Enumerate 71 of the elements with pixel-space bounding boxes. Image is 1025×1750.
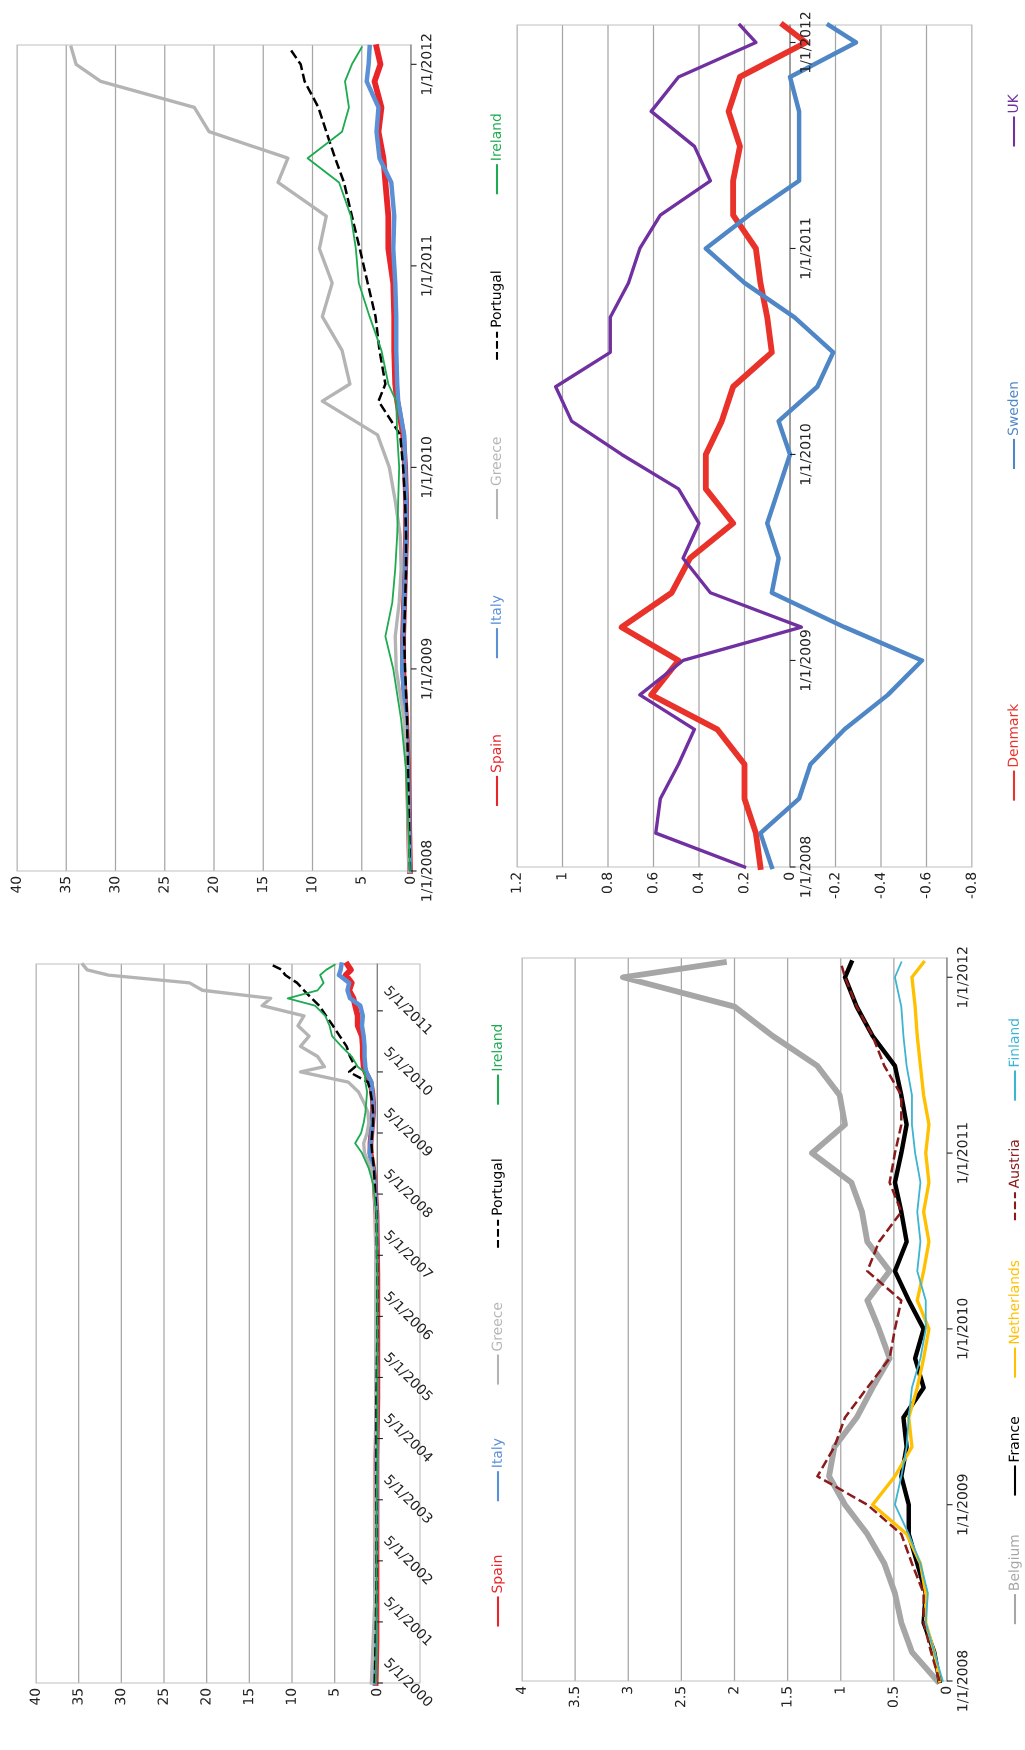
x-tick-label: -0.4 <box>874 872 886 899</box>
text: Spain <box>491 1555 505 1593</box>
y-tick-label: 1/1/2012 <box>799 12 812 73</box>
x-tick-label: 0.5 <box>887 1687 898 1708</box>
x-tick-label: 5 <box>355 877 366 884</box>
x-tick-label: -0.6 <box>920 872 931 899</box>
x-tick-label: 2.5 <box>674 1687 686 1707</box>
x-tick-label: 15 <box>256 877 268 893</box>
text: Greece <box>490 437 502 486</box>
x-tick-label: -0.8 <box>965 872 977 899</box>
y-tick-label: 1/1/2011 <box>420 235 433 296</box>
x-tick-label: 1.2 <box>510 873 521 893</box>
text: Ireland <box>491 1024 503 1071</box>
x-tick-label: 2 <box>728 1687 739 1694</box>
x-tick-label: 20 <box>200 1688 211 1705</box>
text: Denmark <box>1007 703 1019 767</box>
x-tick-label: 0.8 <box>601 872 613 894</box>
text: Greece <box>491 1302 503 1351</box>
x-tick-label: 0 <box>404 876 416 884</box>
y-tick-label: 1/1/2010 <box>799 424 812 485</box>
y-tick-label: 1/1/2008 <box>799 836 812 897</box>
x-tick-label: 10 <box>285 1688 297 1705</box>
text: UK <box>1007 93 1019 113</box>
y-tick-label: 1/1/2008 <box>956 1650 969 1711</box>
x-tick-label: 15 <box>243 1689 254 1705</box>
x-tick-label: 30 <box>109 876 120 893</box>
x-tick-label: 0 <box>370 1688 382 1696</box>
x-tick-label: 25 <box>158 877 169 893</box>
y-tick-label: 1/1/2009 <box>799 630 812 691</box>
y-tick-label: 1/1/2010 <box>420 437 433 498</box>
y-tick-label: 1/1/2009 <box>420 638 433 699</box>
text: Finland <box>1008 1019 1020 1067</box>
text: Sweden <box>1007 382 1019 436</box>
x-tick-label: 1.5 <box>781 1687 792 1707</box>
y-tick-label: 1/1/2009 <box>956 1474 969 1535</box>
x-tick-label: 35 <box>59 877 71 893</box>
x-tick-label: 0 <box>940 1686 952 1694</box>
x-tick-label: 3.5 <box>568 1687 580 1707</box>
text: France <box>1008 1417 1020 1462</box>
text: Ireland <box>490 114 502 160</box>
x-tick-label: -0.2 <box>829 873 840 899</box>
x-tick-label: 0.6 <box>647 872 658 894</box>
x-tick-label: 20 <box>207 876 219 893</box>
y-tick-label: 1/1/2011 <box>956 1123 969 1183</box>
text: Netherlands <box>1008 1260 1020 1344</box>
x-tick-label: 1 <box>556 873 567 880</box>
y-tick-label: 1/1/2010 <box>956 1298 969 1359</box>
text: Portugal <box>490 271 504 327</box>
x-tick-label: 4 <box>515 1686 526 1695</box>
text: Italy <box>490 595 504 624</box>
x-tick-label: 35 <box>72 1689 83 1705</box>
x-tick-label: 1 <box>834 1687 845 1694</box>
x-tick-label: 40 <box>29 1688 41 1705</box>
x-tick-label: 30 <box>114 1688 126 1705</box>
x-tick-label: 5 <box>328 1689 339 1696</box>
y-tick-label: 1/1/2012 <box>420 34 433 94</box>
y-tick-label: 1/1/2008 <box>420 840 433 901</box>
x-tick-label: 40 <box>10 876 22 893</box>
x-tick-label: 10 <box>306 876 317 893</box>
text: Portugal <box>491 1159 505 1215</box>
x-tick-label: 3 <box>621 1686 633 1694</box>
text: Italy <box>491 1438 505 1467</box>
x-tick-label: 0.4 <box>692 872 704 894</box>
x-tick-label: 25 <box>157 1689 169 1705</box>
text: Spain <box>490 735 504 772</box>
y-tick-label: 1/1/2011 <box>799 218 812 279</box>
text: Austria <box>1008 1140 1020 1189</box>
x-tick-label: 0.2 <box>738 873 749 894</box>
y-tick-label: 1/1/2012 <box>956 947 969 1007</box>
x-tick-label: 0 <box>783 872 795 880</box>
text: Belgium <box>1008 1535 1022 1590</box>
